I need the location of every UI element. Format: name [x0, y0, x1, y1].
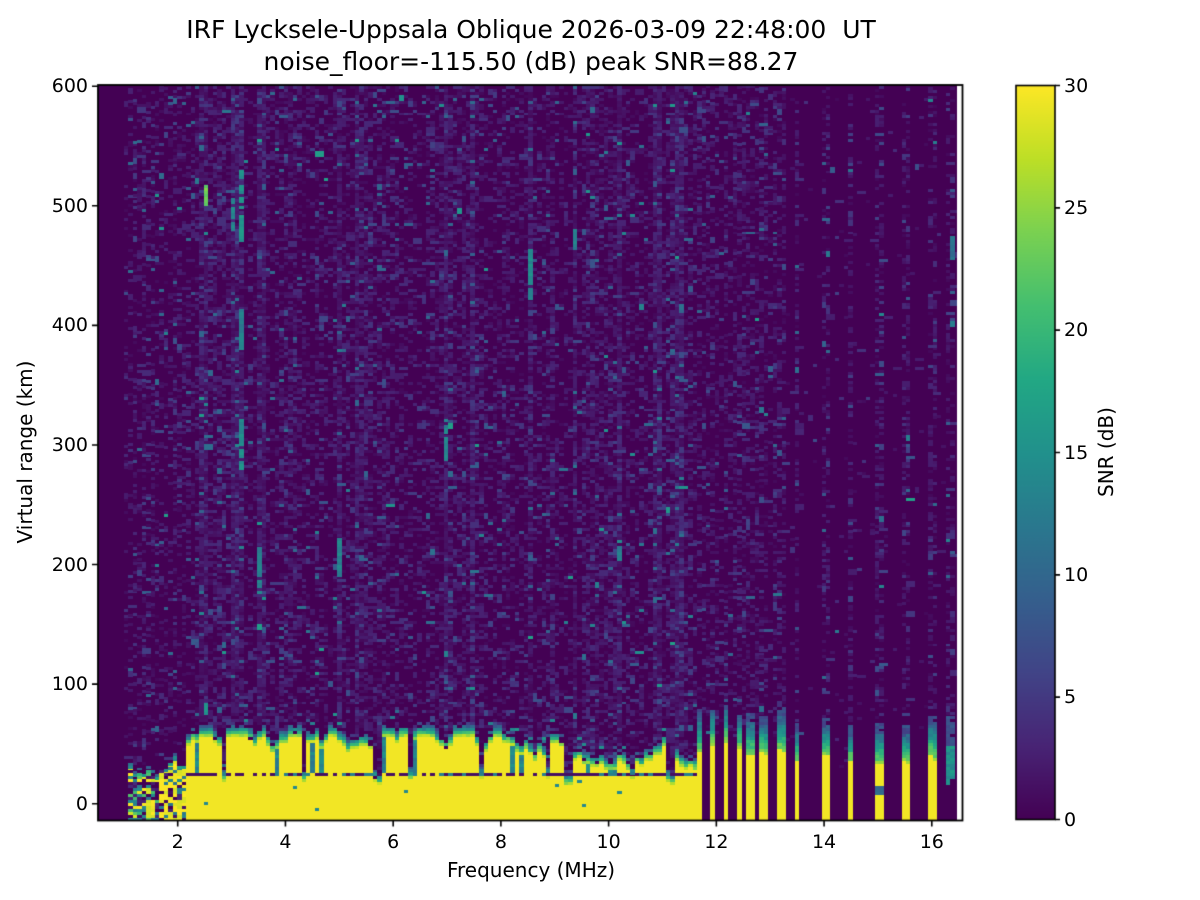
colorbar-tick-label: 0: [1064, 808, 1077, 831]
x-tick-label: 4: [279, 831, 292, 853]
y-tick-label: 0: [75, 792, 88, 815]
y-tick-label: 600: [51, 75, 88, 98]
colorbar-tick-label: 30: [1064, 74, 1089, 97]
x-axis-label: Frequency (MHz): [446, 858, 616, 882]
x-tick-label: 14: [811, 831, 837, 853]
colorbar-tick-label: 15: [1064, 441, 1089, 464]
chart-subtitle: noise_floor=-115.50 (dB) peak SNR=88.27: [263, 47, 799, 76]
x-tick-label: 16: [919, 831, 944, 853]
x-tick-label: 8: [494, 831, 507, 853]
chart-title: IRF Lycksele-Uppsala Oblique 2026-03-09 …: [186, 15, 876, 44]
colorbar-tick-label: 10: [1064, 563, 1089, 586]
x-tick-label: 2: [171, 831, 184, 853]
y-tick-label: 400: [51, 314, 88, 337]
x-tick-label: 10: [596, 831, 621, 853]
y-tick-label: 300: [51, 433, 88, 456]
x-tick-label: 12: [704, 831, 729, 853]
colorbar-tick-label: 5: [1064, 686, 1077, 709]
colorbar-label: SNR (dB): [1094, 407, 1118, 497]
colorbar-tick-label: 25: [1064, 196, 1089, 219]
colorbar-tick-label: 20: [1064, 319, 1089, 342]
x-tick-label: 6: [387, 831, 400, 853]
y-tick-label: 200: [51, 553, 88, 576]
y-tick-label: 500: [51, 194, 88, 217]
y-tick-label: 100: [51, 673, 88, 696]
